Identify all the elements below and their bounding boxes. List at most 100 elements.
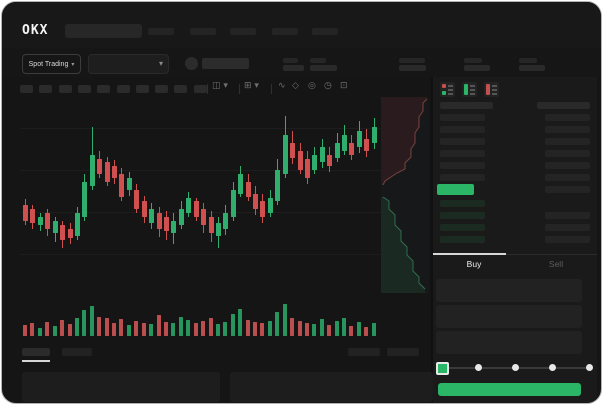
book-asks-icon[interactable]	[484, 82, 499, 97]
volume-bar	[275, 312, 280, 336]
ask-price-skeleton[interactable]	[440, 114, 485, 121]
bid-price-skeleton[interactable]	[440, 236, 485, 243]
volume-bar	[334, 320, 339, 336]
price-field[interactable]	[436, 279, 582, 302]
gridline-1	[20, 128, 429, 129]
nav-item-skeleton-3[interactable]	[230, 28, 256, 35]
positions-tab-2[interactable]	[62, 348, 92, 356]
slider-stop-2[interactable]	[511, 364, 519, 371]
slider-stop-1[interactable]	[474, 364, 482, 371]
volume-bar	[149, 323, 154, 336]
slider-handle[interactable]	[436, 362, 449, 375]
candle	[208, 217, 214, 233]
nav-item-skeleton-2[interactable]	[190, 28, 216, 35]
line-tool-icon[interactable]: ∿	[278, 81, 286, 91]
candle	[30, 209, 36, 223]
tabs-divider	[433, 254, 597, 255]
tab-buy[interactable]: Buy	[466, 259, 482, 269]
bottom-action-1[interactable]	[348, 348, 380, 356]
candle	[267, 197, 273, 214]
ask-price-skeleton[interactable]	[440, 162, 485, 169]
candle	[178, 209, 184, 225]
candle	[371, 127, 377, 143]
volume-bar	[245, 320, 250, 336]
interval-button-5[interactable]	[97, 85, 111, 93]
volume-bar	[223, 321, 228, 336]
mode-line	[448, 85, 453, 87]
candlestick-chart[interactable]	[20, 100, 429, 295]
book-combined-icon[interactable]	[440, 82, 455, 97]
orderbook-panel: Buy Sell	[431, 77, 597, 403]
volume-bar	[45, 321, 50, 336]
interval-button-7[interactable]	[135, 85, 149, 93]
mode-mark	[442, 84, 446, 88]
last-price-bar[interactable]	[437, 184, 474, 195]
volume-bar	[349, 326, 354, 336]
candle	[215, 222, 221, 237]
volume-bar	[304, 322, 309, 336]
volume-bar	[119, 319, 124, 336]
candle	[238, 174, 244, 194]
snapshot-icon[interactable]: ◎	[308, 81, 316, 91]
nav-item-skeleton-1[interactable]	[148, 28, 174, 35]
ask-price-skeleton[interactable]	[440, 126, 485, 133]
tab-sell[interactable]: Sell	[548, 259, 564, 269]
pair-name-skeleton	[202, 58, 249, 69]
orderbook-amount-skeleton	[545, 236, 590, 243]
mode-line	[470, 89, 475, 91]
ticker-stat-value-3	[399, 65, 426, 71]
interval-button-9[interactable]	[174, 85, 188, 93]
ask-price-skeleton[interactable]	[440, 174, 485, 181]
slider-stop-3[interactable]	[548, 364, 556, 371]
market-type-selector[interactable]: Spot Trading ▾	[22, 54, 81, 74]
bottom-action-2[interactable]	[387, 348, 419, 356]
chart-type-icon[interactable]: ◫ ▾	[212, 81, 228, 91]
bid-price-skeleton[interactable]	[440, 224, 485, 231]
slider-stop-4[interactable]	[585, 364, 593, 371]
candle	[112, 166, 118, 178]
ask-price-skeleton[interactable]	[440, 150, 485, 157]
chart-toolbar: ◫ ▾ ⊞ ▾ ∿ ◇ ◎ ◷ ⊡	[2, 77, 430, 100]
interval-button-4[interactable]	[77, 85, 91, 93]
history-icon[interactable]: ◷	[324, 81, 332, 91]
bid-price-skeleton[interactable]	[440, 200, 485, 207]
volume-bar	[186, 320, 191, 336]
interval-button-1[interactable]	[20, 85, 33, 93]
interval-button-3[interactable]	[58, 85, 72, 93]
search-input[interactable]	[65, 24, 142, 38]
pair-selector[interactable]: ▾	[88, 54, 169, 74]
volume-bar	[260, 323, 265, 336]
positions-tab-active[interactable]	[22, 348, 50, 356]
total-field[interactable]	[436, 331, 582, 354]
amount-field[interactable]	[436, 305, 582, 328]
fullscreen-icon[interactable]: ⊡	[340, 81, 348, 91]
interval-button-2[interactable]	[39, 85, 53, 93]
indicators-icon[interactable]: ⊞ ▾	[244, 81, 259, 91]
candle	[275, 170, 281, 202]
toolbar-separator-3	[271, 84, 272, 94]
buy-submit-button[interactable]	[438, 383, 581, 396]
nav-item-skeleton-5[interactable]	[312, 28, 338, 35]
candle	[134, 189, 140, 210]
candle	[364, 139, 370, 151]
interval-button-10[interactable]	[193, 85, 207, 93]
draw-tool-icon[interactable]: ◇	[292, 81, 299, 91]
book-bids-icon[interactable]	[462, 82, 477, 97]
candle	[45, 213, 51, 229]
interval-button-6[interactable]	[116, 85, 130, 93]
positions-tab-underline	[22, 360, 50, 362]
nav-item-skeleton-4[interactable]	[272, 28, 298, 35]
volume-bar	[364, 327, 369, 336]
ask-price-skeleton[interactable]	[440, 138, 485, 145]
gridline-4	[20, 254, 429, 255]
orderbook-amount-skeleton	[545, 174, 590, 181]
candle	[319, 146, 325, 163]
mode-mark	[442, 91, 446, 95]
volume-bar	[112, 323, 117, 336]
volume-bar	[208, 318, 213, 336]
bid-price-skeleton[interactable]	[440, 212, 485, 219]
interval-button-8[interactable]	[155, 85, 169, 93]
candle	[23, 205, 28, 221]
asks-depth-line	[382, 98, 428, 186]
